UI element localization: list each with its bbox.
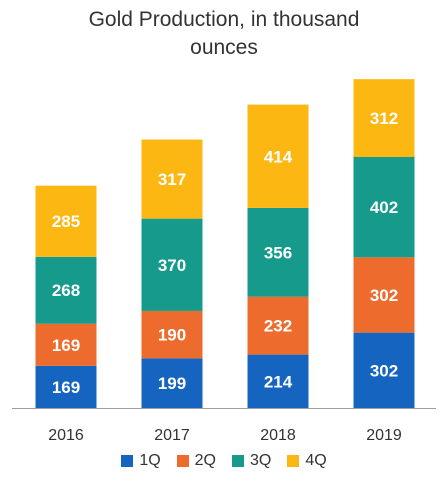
data-label-4Q-2019: 312	[370, 109, 398, 128]
bar-3Q-2018	[247, 207, 309, 297]
bar-3Q-2019	[353, 157, 415, 258]
data-label-1Q-2017: 199	[158, 374, 186, 393]
legend-swatch-2Q	[176, 455, 189, 467]
data-label-1Q-2018: 214	[264, 372, 293, 391]
legend-label-1Q: 1Q	[139, 452, 161, 469]
bar-3Q-2016	[35, 256, 97, 324]
data-label-4Q-2016: 285	[52, 212, 80, 231]
bar-2Q-2016	[35, 323, 97, 366]
bar-3Q-2017	[141, 218, 203, 311]
legend-item-4Q: 4Q	[287, 452, 327, 470]
data-label-2Q-2017: 190	[158, 326, 186, 345]
data-label-1Q-2019: 302	[370, 361, 398, 380]
bar-2Q-2019	[353, 257, 415, 333]
bar-4Q-2016	[35, 185, 97, 257]
bar-1Q-2016	[35, 365, 97, 408]
bar-1Q-2017	[141, 358, 203, 408]
legend-swatch-1Q	[121, 455, 134, 467]
bar-1Q-2019	[353, 332, 415, 408]
data-label-3Q-2018: 356	[264, 243, 292, 262]
bar-4Q-2019	[353, 79, 415, 158]
chart-title-line2: ounces	[190, 36, 258, 59]
data-label-3Q-2016: 268	[52, 281, 80, 300]
x-tick-label-2016: 2016	[48, 427, 84, 444]
data-label-3Q-2017: 370	[158, 256, 186, 275]
data-label-2Q-2016: 169	[52, 336, 80, 355]
bar-1Q-2018	[247, 354, 309, 408]
legend-item-1Q: 1Q	[121, 452, 161, 470]
bar-4Q-2018	[247, 104, 309, 208]
data-label-4Q-2017: 317	[158, 170, 186, 189]
bar-2Q-2018	[247, 296, 309, 355]
chart-title: Gold Production, in thousand ounces	[0, 6, 448, 62]
legend-item-3Q: 3Q	[232, 452, 271, 470]
chart-title-line1: Gold Production, in thousand	[88, 8, 360, 31]
x-tick-label-2018: 2018	[260, 427, 296, 444]
data-label-2Q-2018: 232	[264, 317, 292, 336]
legend-swatch-3Q	[232, 455, 244, 467]
legend-item-2Q: 2Q	[176, 452, 216, 470]
legend-label-3Q: 3Q	[250, 452, 272, 469]
x-tick-label-2017: 2017	[154, 427, 190, 444]
data-label-1Q-2016: 169	[52, 378, 80, 397]
x-tick-label-2019: 2019	[366, 427, 402, 444]
legend-swatch-4Q	[287, 455, 300, 467]
bar-4Q-2017	[141, 139, 203, 219]
bar-2Q-2017	[141, 310, 203, 359]
data-label-3Q-2019: 402	[370, 198, 398, 217]
data-label-2Q-2019: 302	[370, 286, 398, 305]
legend-label-4Q: 4Q	[305, 452, 327, 469]
data-label-4Q-2018: 414	[264, 147, 293, 166]
legend: 1Q 2Q 3Q 4Q	[0, 452, 448, 470]
legend-label-2Q: 2Q	[194, 452, 216, 469]
